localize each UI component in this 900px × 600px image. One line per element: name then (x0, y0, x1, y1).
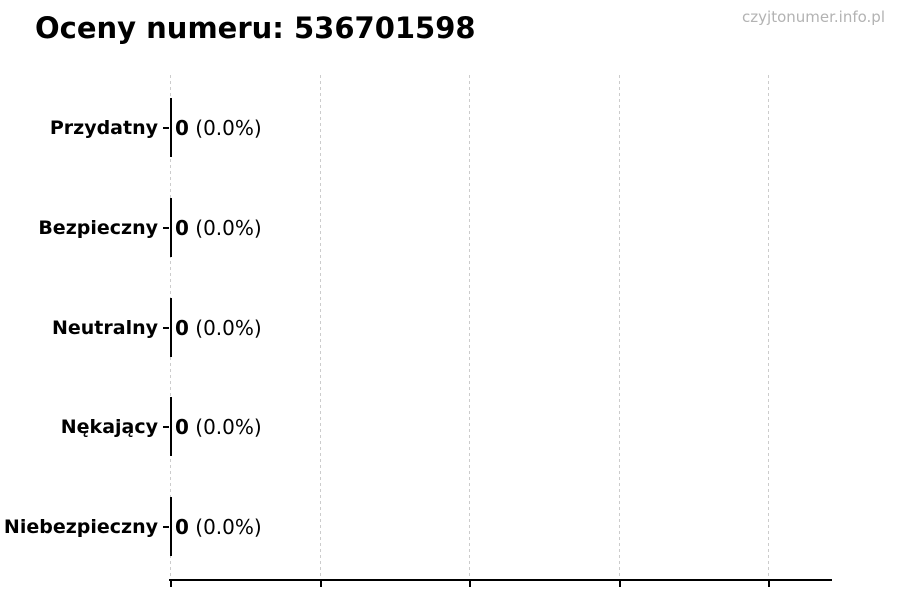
chart-title: Oceny numeru: 536701598 (35, 11, 476, 45)
bar-percent: (0.0%) (195, 216, 262, 240)
bar (170, 98, 172, 157)
y-axis-tick (163, 426, 169, 428)
y-axis-tick (163, 526, 169, 528)
bar-value-label: 0 (0.0%) (175, 316, 262, 340)
bar (170, 497, 172, 556)
chart-row: Przydatny 0 (0.0%) (0, 98, 900, 158)
chart-row: Niebezpieczny 0 (0.0%) (0, 497, 900, 557)
chart-row: Nękający 0 (0.0%) (0, 397, 900, 457)
bar-value-label: 0 (0.0%) (175, 116, 262, 140)
x-axis-tick (170, 581, 172, 587)
y-axis-tick (163, 127, 169, 129)
bar-value-label: 0 (0.0%) (175, 216, 262, 240)
category-label: Nękający (60, 416, 158, 438)
bar-count: 0 (175, 216, 189, 240)
chart-row: Neutralny 0 (0.0%) (0, 298, 900, 358)
x-axis-line (169, 579, 832, 581)
bar-value-label: 0 (0.0%) (175, 515, 262, 539)
bar (170, 397, 172, 456)
x-axis-tick (768, 581, 770, 587)
x-axis-tick (469, 581, 471, 587)
gridline (320, 75, 321, 579)
y-axis-tick (163, 227, 169, 229)
category-label: Bezpieczny (38, 217, 158, 239)
x-axis-tick (619, 581, 621, 587)
bar-count: 0 (175, 515, 189, 539)
bar-count: 0 (175, 316, 189, 340)
bar-count: 0 (175, 116, 189, 140)
bar-percent: (0.0%) (195, 415, 262, 439)
bar-value-label: 0 (0.0%) (175, 415, 262, 439)
bar-percent: (0.0%) (195, 316, 262, 340)
watermark: czyjtonumer.info.pl (742, 8, 885, 26)
bar-count: 0 (175, 415, 189, 439)
category-label: Przydatny (49, 117, 158, 139)
gridline (469, 75, 470, 579)
gridline (768, 75, 769, 579)
bar-percent: (0.0%) (195, 116, 262, 140)
y-axis-tick (163, 327, 169, 329)
bar (170, 198, 172, 257)
category-label: Niebezpieczny (3, 516, 158, 538)
chart-row: Bezpieczny 0 (0.0%) (0, 198, 900, 258)
x-axis-tick (320, 581, 322, 587)
gridline (619, 75, 620, 579)
bar (170, 298, 172, 357)
bar-percent: (0.0%) (195, 515, 262, 539)
category-label: Neutralny (51, 317, 158, 339)
